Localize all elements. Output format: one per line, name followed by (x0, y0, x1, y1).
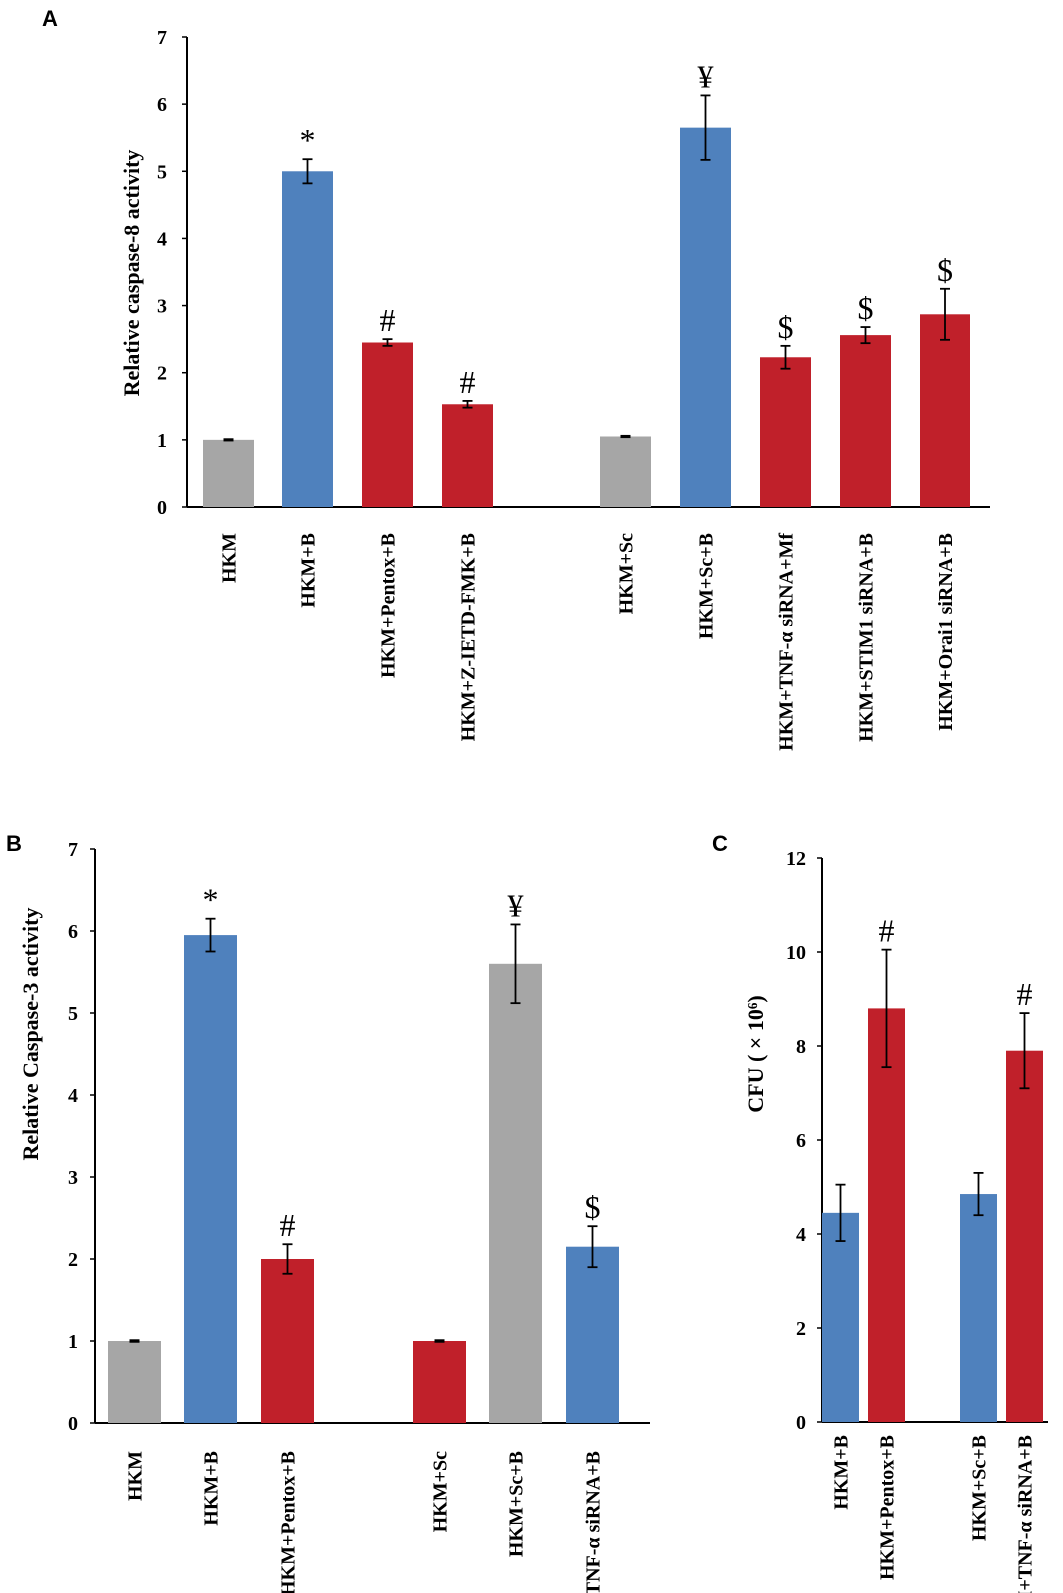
y-tick-label: 5 (68, 1003, 78, 1025)
y-tick-label: 3 (68, 1167, 78, 1189)
x-category-label: HKM (125, 1451, 147, 1501)
x-category-label: HKM+Sc+B (696, 533, 718, 639)
significance-marker: # (460, 364, 476, 400)
bar (261, 1259, 314, 1423)
plot-area-c: 0 2 4 6 8 10 12 HKM+B # HKM+Pentox+B HKM+Sc+B # HKM+… (786, 848, 1048, 1593)
y-axis-label-b: Relative Caspase-3 activity (18, 908, 43, 1161)
y-tick-label: 2 (157, 363, 167, 385)
bar (680, 127, 731, 508)
bar (840, 335, 891, 507)
significance-marker: # (1017, 976, 1033, 1012)
y-tick-label: 6 (157, 94, 167, 116)
bar (184, 935, 237, 1423)
y-tick-label: 0 (157, 497, 167, 519)
bar (760, 357, 811, 507)
y-tick-label: 2 (68, 1249, 78, 1271)
bar (108, 1341, 161, 1423)
x-category-label: HKM+Sc+B (969, 1435, 991, 1541)
panel-letter-b: B (6, 831, 22, 856)
bar (413, 1341, 466, 1423)
x-category-label: HKM+Sc+B (506, 1451, 528, 1557)
bar (489, 963, 542, 1423)
panel-a: A Relative caspase-8 activity 0 1 2 3 4 5 6 7 HK… (42, 6, 990, 751)
bar (282, 171, 333, 508)
x-category-label: HKM+B (298, 533, 320, 608)
significance-marker: $ (778, 309, 794, 345)
x-category-label: HKM+Pentox+B (278, 1451, 300, 1593)
bar (442, 404, 493, 507)
y-tick-label: 6 (68, 921, 78, 943)
y-tick-label: 12 (786, 848, 806, 870)
y-tick-label: 1 (157, 430, 167, 452)
x-category-label: HKM+B (831, 1435, 853, 1510)
y-tick-label: 5 (157, 161, 167, 183)
y-tick-label: 4 (68, 1085, 78, 1107)
x-category-label: HKM+Z-IETD-FMK+B (458, 533, 480, 741)
y-tick-label: 7 (157, 27, 167, 49)
significance-marker: $ (858, 290, 874, 326)
bar (362, 342, 413, 507)
bar (1006, 1050, 1043, 1422)
y-tick-label: 6 (796, 1130, 806, 1152)
x-category-label: HKM+TNF-α siRNA+B (583, 1451, 605, 1593)
x-category-label: HKM+Pentox+B (877, 1435, 899, 1580)
bar (203, 439, 254, 507)
significance-marker: $ (937, 252, 953, 288)
bar (566, 1246, 619, 1423)
x-category-label: HKM+B (201, 1451, 223, 1526)
y-tick-label: 8 (796, 1036, 806, 1058)
x-category-label: HKM+Sc (430, 1451, 452, 1533)
y-tick-label: 1 (68, 1331, 78, 1353)
bar (868, 1008, 905, 1422)
x-category-label: HKM+STIM1 siRNA+B (856, 533, 878, 742)
significance-marker: # (879, 913, 895, 949)
x-category-label: HKM+TNF-α siRNA+B (1015, 1435, 1037, 1593)
significance-marker: # (280, 1207, 296, 1243)
bar (600, 436, 651, 507)
y-tick-label: 0 (796, 1412, 806, 1434)
y-tick-label: 0 (68, 1413, 78, 1435)
significance-marker: ¥ (508, 887, 524, 923)
y-axis-label-c: CFU ( × 10⁶) (743, 995, 768, 1113)
x-category-label: HKM+Orai1 siRNA+B (935, 533, 957, 731)
y-tick-label: 4 (157, 228, 167, 250)
panel-letter-c: C (712, 831, 728, 856)
significance-marker: ¥ (698, 58, 714, 94)
x-category-label: HKM+TNF-α siRNA+Mf (776, 533, 798, 751)
y-tick-label: 2 (796, 1318, 806, 1340)
significance-marker: # (380, 302, 396, 338)
y-tick-label: 10 (786, 942, 806, 964)
y-axis-label-a: Relative caspase-8 activity (119, 150, 144, 397)
bar (960, 1194, 997, 1422)
plot-area-a: 0 1 2 3 4 5 6 7 HKM * HKM+B # HKM+Pentox+B # HKM+Z-IET… (157, 27, 990, 751)
plot-area-b: 0 1 2 3 4 5 6 7 HKM * HKM+B # HKM+Pentox+B HKM+Sc ¥ HKM… (68, 839, 650, 1593)
panel-b: B Relative Caspase-3 activity 0 1 2 3 4 5 6 7 HK… (6, 831, 650, 1593)
significance-marker: * (300, 122, 316, 158)
bar (822, 1212, 859, 1422)
significance-marker: $ (585, 1189, 601, 1225)
x-category-label: HKM (219, 533, 241, 583)
panel-letter-a: A (42, 6, 58, 31)
panel-c: C CFU ( × 10⁶) 0 2 4 6 8 10 12 HKM+B # HKM+Pentox… (712, 831, 1048, 1593)
x-category-label: HKM+Pentox+B (378, 533, 400, 678)
y-tick-label: 7 (68, 839, 78, 861)
y-tick-label: 3 (157, 296, 167, 318)
x-category-label: HKM+Sc (616, 533, 638, 615)
y-tick-label: 4 (796, 1224, 806, 1246)
significance-marker: * (203, 882, 219, 918)
bar (920, 314, 970, 507)
